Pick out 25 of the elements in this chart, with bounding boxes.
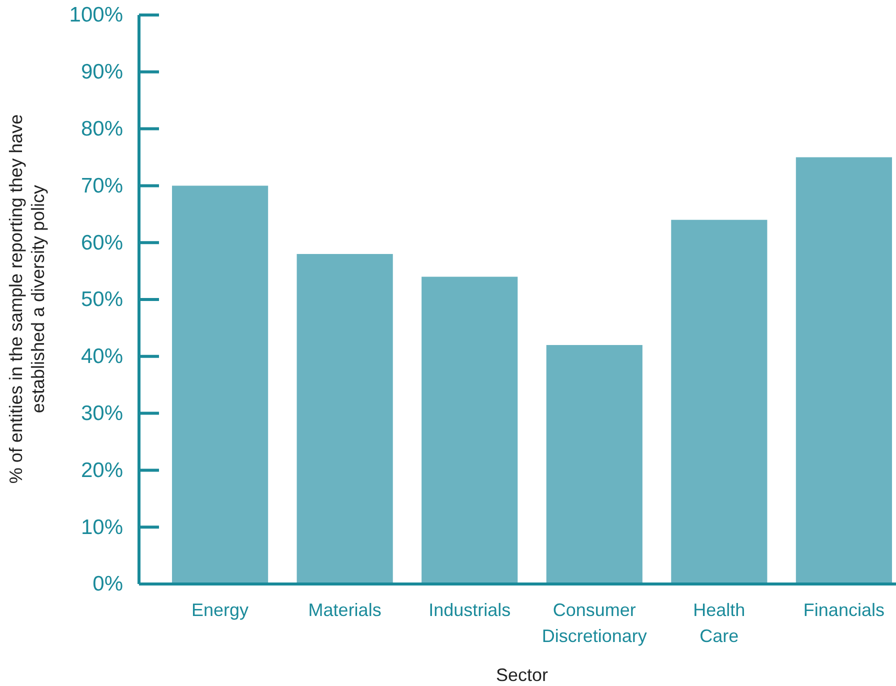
x-tick-label: Energy <box>192 600 249 620</box>
y-tick-label: 70% <box>80 174 123 198</box>
y-tick-label: 30% <box>80 402 123 426</box>
y-tick-label: 10% <box>80 516 123 539</box>
y-tick-label: 80% <box>80 118 123 141</box>
y-axis-title: % of entities in the sample reporting they have established a diversity policy <box>6 114 48 484</box>
x-tick-label: Consumer Discretionary <box>542 600 647 646</box>
y-tick-label: 90% <box>80 60 123 84</box>
bar <box>422 276 518 584</box>
y-tick-label: 50% <box>80 288 123 312</box>
y-tick-label: 0% <box>92 572 123 596</box>
x-tick-label: Financials <box>803 600 884 620</box>
y-tick-label: 40% <box>80 345 123 368</box>
x-tick-label: Health Care <box>693 600 746 646</box>
y-tick-label: 60% <box>80 231 123 254</box>
x-axis-title: Sector <box>496 665 548 685</box>
bar <box>546 345 642 584</box>
bar <box>172 186 268 584</box>
bar <box>296 254 393 584</box>
y-tick-label: 100% <box>69 4 123 27</box>
y-tick-label: 20% <box>80 458 123 482</box>
bar <box>671 220 768 584</box>
bar <box>796 157 892 584</box>
x-tick-label: Industrials <box>428 600 511 620</box>
x-tick-label: Materials <box>308 600 382 620</box>
